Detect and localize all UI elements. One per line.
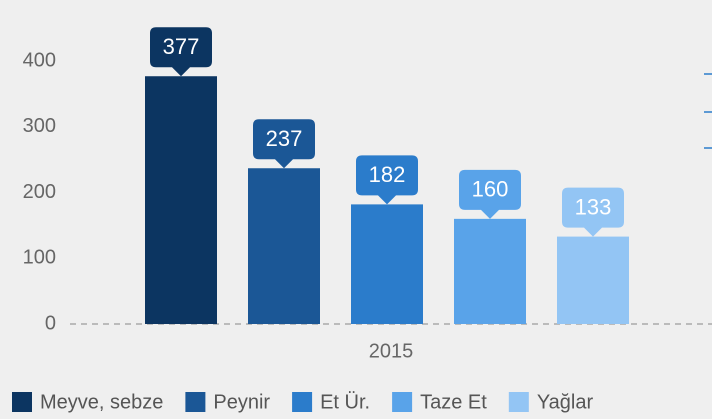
legend-label: Meyve, sebze	[40, 391, 163, 413]
bar	[557, 236, 629, 324]
legend-label: Yağlar	[537, 391, 594, 413]
bar	[454, 218, 526, 324]
y-tick-label: 400	[23, 49, 56, 71]
data-label: 237	[266, 126, 303, 151]
bar	[145, 76, 217, 324]
callout	[459, 169, 521, 219]
callout	[562, 187, 624, 237]
legend-label: Et Ür.	[320, 391, 370, 413]
legend-swatch	[392, 392, 413, 412]
data-label: 160	[472, 177, 509, 202]
y-tick-label: 200	[23, 181, 56, 203]
y-tick-label: 0	[45, 312, 56, 334]
x-tick-label: 2015	[369, 340, 414, 362]
data-label: 377	[163, 34, 200, 59]
y-tick-label: 100	[23, 247, 56, 269]
y-tick-label: 300	[23, 115, 56, 137]
legend-label: Taze Et	[420, 391, 487, 413]
callout	[356, 155, 418, 205]
legend-swatch	[508, 392, 529, 412]
bar	[248, 168, 320, 324]
legend-swatch	[185, 392, 206, 412]
legend-label: Peynir	[213, 391, 270, 413]
legend-swatch	[292, 392, 313, 412]
callout	[150, 27, 212, 77]
callout	[253, 119, 315, 169]
data-label: 182	[369, 162, 406, 187]
data-label: 133	[575, 194, 612, 219]
bar	[351, 204, 423, 324]
legend-swatch	[12, 392, 32, 412]
